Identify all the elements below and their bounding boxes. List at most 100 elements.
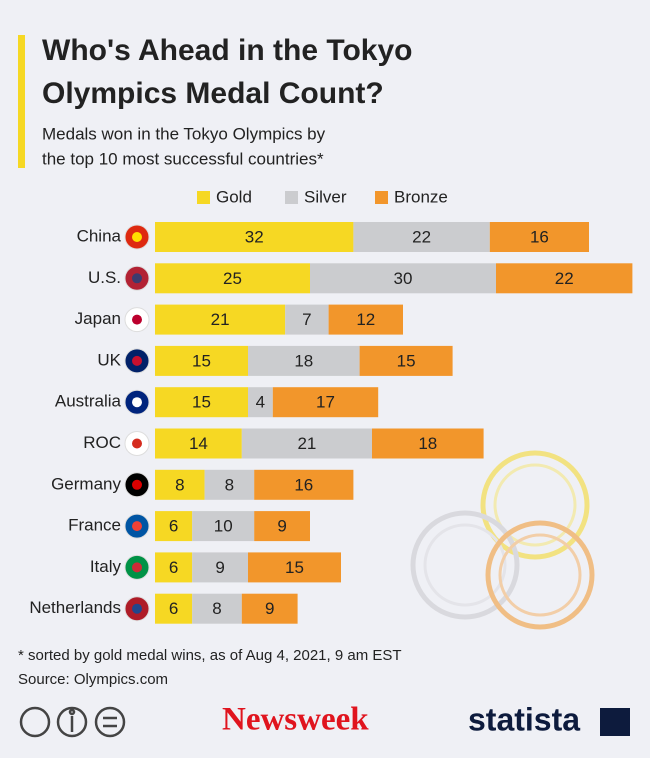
y-tick-label: France: [68, 516, 121, 535]
chart-title: Olympics Medal Count?: [42, 77, 384, 110]
bar-segment: [310, 263, 496, 294]
bar-segment: [254, 511, 310, 542]
bar-segment: [285, 304, 329, 335]
value-label: 6: [169, 599, 178, 618]
flag-icon: [132, 355, 142, 366]
value-label: 22: [555, 269, 574, 288]
y-tick-label: Germany: [51, 474, 121, 493]
value-label: 21: [211, 310, 230, 329]
flag-icon: [132, 562, 142, 573]
legend-label: Silver: [304, 187, 347, 206]
bar-segment: [204, 469, 255, 500]
value-label: 9: [215, 558, 224, 577]
value-label: 6: [169, 517, 178, 536]
chart-subtitle: the top 10 most successful countries*: [42, 149, 324, 168]
value-label: 10: [214, 517, 233, 536]
bar-segment: [248, 345, 360, 376]
value-label: 6: [169, 558, 178, 577]
flag-icon: [132, 479, 142, 490]
bar-segment: [254, 469, 354, 500]
bar-segment: [359, 345, 453, 376]
value-label: 8: [212, 599, 221, 618]
value-label: 16: [530, 227, 549, 246]
legend-swatch: [375, 191, 388, 204]
source: Source: Olympics.com: [18, 671, 168, 688]
value-label: 16: [294, 475, 313, 494]
legend-label: Bronze: [394, 187, 448, 206]
flag-icon: [132, 273, 142, 284]
value-label: 15: [192, 351, 211, 370]
y-tick-label: UK: [97, 350, 121, 369]
license-icons: [19, 706, 126, 738]
accent-bar: [18, 35, 25, 168]
medals-decoration: [410, 450, 595, 630]
bar-segment: [496, 263, 633, 294]
value-label: 4: [256, 393, 265, 412]
flag-icon: [132, 232, 142, 242]
bar-segment: [155, 469, 205, 500]
bar-segment: [192, 552, 248, 583]
chart-title: Who's Ahead in the Tokyo: [42, 34, 412, 67]
value-label: 21: [297, 434, 316, 453]
bar-segment: [192, 511, 255, 542]
y-tick-label: China: [77, 226, 122, 245]
brand-icon: [600, 708, 630, 736]
flag-icon: [132, 438, 142, 449]
bar-segment: [248, 387, 273, 418]
flag-icon: [132, 314, 142, 325]
y-tick-label: Italy: [90, 557, 122, 576]
value-label: 32: [245, 227, 264, 246]
value-label: 12: [356, 310, 375, 329]
bar-segment: [155, 263, 310, 294]
y-tick-label: Australia: [55, 392, 122, 411]
bar-segment: [155, 511, 193, 542]
y-tick-label: Netherlands: [29, 598, 121, 617]
bar-segment: [241, 428, 372, 459]
value-label: 14: [189, 434, 208, 453]
value-label: 15: [285, 558, 304, 577]
bar-segment: [155, 428, 242, 459]
chart-subtitle: Medals won in the Tokyo Olympics by: [42, 124, 326, 143]
value-label: 17: [316, 393, 335, 412]
value-label: 9: [265, 599, 274, 618]
bar-segment: [241, 593, 298, 624]
bar-segment: [155, 304, 286, 335]
flag-icon: [132, 603, 142, 614]
value-label: 15: [192, 393, 211, 412]
flag-icon: [132, 521, 142, 532]
value-label: 22: [412, 227, 431, 246]
bar-segment: [353, 222, 490, 252]
legend-swatch: [285, 191, 298, 204]
value-label: 8: [225, 475, 234, 494]
bar-segment: [272, 387, 379, 418]
y-tick-label: U.S.: [88, 268, 121, 287]
publisher-logo: Newsweek: [222, 702, 369, 738]
value-label: 9: [277, 517, 286, 536]
legend-label: Gold: [216, 187, 252, 206]
value-label: 30: [394, 269, 413, 288]
bar-segment: [192, 593, 242, 624]
bar-segment: [248, 552, 341, 583]
value-label: 15: [397, 351, 416, 370]
y-tick-label: ROC: [83, 433, 121, 452]
value-label: 25: [223, 269, 242, 288]
value-label: 8: [175, 475, 184, 494]
bar-segment: [372, 428, 484, 459]
legend-swatch: [197, 191, 210, 204]
brand-logo: statista: [468, 701, 580, 737]
bar-segment: [155, 387, 248, 418]
bar-segment: [155, 222, 354, 252]
flag-icon: [132, 397, 142, 408]
bar-segment: [155, 593, 193, 624]
value-label: 18: [294, 351, 313, 370]
bar-segment: [155, 345, 248, 376]
bar-segment: [489, 222, 589, 252]
bar-segment: [155, 552, 193, 583]
y-tick-label: Japan: [75, 309, 121, 328]
value-label: 18: [418, 434, 437, 453]
bar-segment: [328, 304, 403, 335]
value-label: 7: [302, 310, 311, 329]
footnote: * sorted by gold medal wins, as of Aug 4…: [18, 647, 402, 664]
